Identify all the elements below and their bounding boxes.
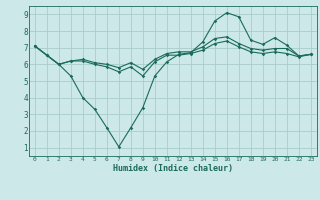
X-axis label: Humidex (Indice chaleur): Humidex (Indice chaleur) xyxy=(113,164,233,173)
